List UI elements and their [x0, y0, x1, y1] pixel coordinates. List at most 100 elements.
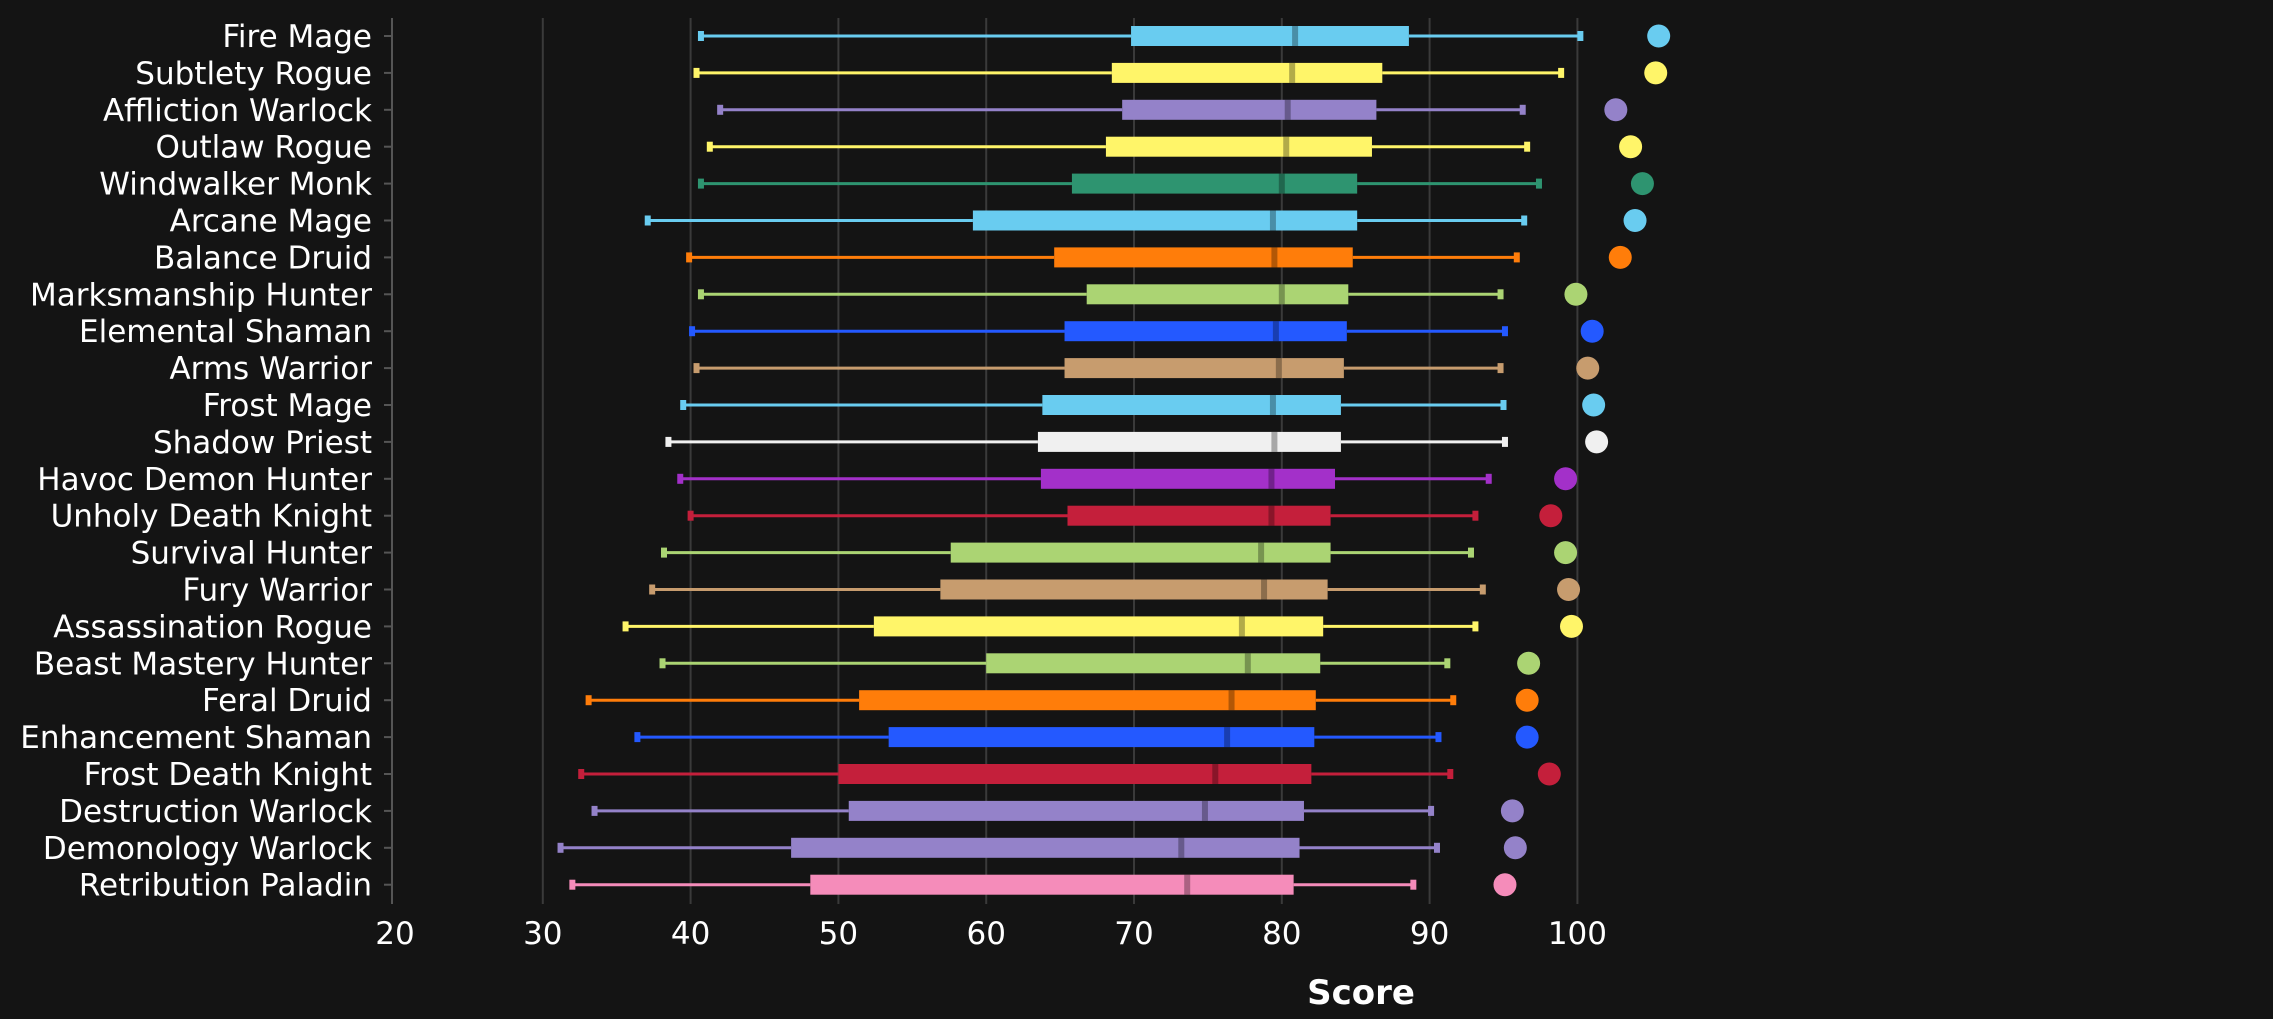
box-row [677, 468, 1492, 489]
whisker-max-cap [1535, 178, 1542, 189]
whisker-max-cap [1467, 547, 1474, 558]
median-marker [1292, 26, 1299, 46]
median-marker [1278, 284, 1285, 305]
median-marker [1271, 247, 1278, 268]
category-label: Marksmanship Hunter [30, 277, 372, 313]
whisker-max-cap [1428, 805, 1435, 816]
box-row [687, 505, 1479, 526]
median-marker [1284, 99, 1291, 120]
whisker-min-cap [717, 104, 724, 115]
whisker-max-cap [1447, 769, 1454, 779]
median-marker [1275, 358, 1282, 379]
top-score-dot [1557, 578, 1581, 601]
whisker-min-cap [677, 473, 684, 484]
iqr-box [1064, 321, 1347, 342]
top-score-dot [1554, 467, 1578, 491]
category-label: Windwalker Monk [99, 167, 372, 203]
whisker-min-cap [591, 805, 598, 816]
whisker-max-cap [1500, 400, 1507, 410]
whisker-max-cap [1435, 732, 1442, 743]
median-marker [1178, 837, 1185, 858]
top-score-dot [1619, 135, 1643, 159]
box-row [697, 26, 1584, 46]
category-label: Demonology Warlock [43, 831, 372, 867]
x-tick-label: 60 [966, 916, 1005, 952]
y-axis-ticks [384, 35, 392, 886]
median-marker [1268, 468, 1275, 489]
median-marker [1258, 542, 1265, 563]
x-tick-label: 30 [523, 916, 562, 952]
iqr-box [888, 727, 1315, 748]
box-row [693, 358, 1504, 379]
median-marker [1283, 136, 1290, 157]
x-tick-label: 70 [1114, 916, 1153, 952]
box-row [591, 800, 1435, 821]
category-label: Frost Death Knight [84, 757, 372, 793]
box-row [693, 62, 1565, 83]
median-marker [1238, 616, 1245, 637]
box-row [659, 653, 1451, 674]
x-axis-title: Score [1307, 973, 1415, 1013]
iqr-box [940, 579, 1328, 600]
category-label: Elemental Shaman [79, 314, 372, 350]
iqr-box [1054, 247, 1353, 268]
whisker-max-cap [1472, 510, 1479, 521]
box-row [706, 136, 1531, 157]
top-score-dot [1585, 430, 1609, 454]
top-score-dot [1537, 762, 1561, 786]
median-marker [1272, 321, 1279, 342]
whisker-min-cap [697, 289, 704, 300]
whisker-min-cap [634, 732, 641, 743]
category-label: Subtlety Rogue [135, 56, 372, 92]
category-label: Fury Warrior [182, 573, 372, 609]
whisker-min-cap [693, 363, 700, 374]
iqr-box [1064, 358, 1344, 379]
top-score-dot [1623, 209, 1647, 232]
median-marker [1244, 653, 1251, 674]
iqr-box [1067, 505, 1331, 526]
iqr-box [859, 690, 1316, 711]
whisker-max-cap [1444, 658, 1451, 669]
whisker-min-cap [578, 769, 585, 779]
box-row [665, 431, 1508, 452]
iqr-box [838, 764, 1312, 784]
median-marker [1184, 874, 1191, 895]
top-score-dot [1515, 688, 1539, 712]
box-row [686, 247, 1520, 268]
category-label: Havoc Demon Hunter [37, 462, 372, 498]
whisker-min-cap [686, 252, 693, 263]
whisker-min-cap [697, 178, 704, 189]
iqr-box [1042, 395, 1341, 415]
top-score-dot [1564, 282, 1588, 306]
whisker-min-cap [622, 621, 629, 632]
box-row [578, 764, 1454, 784]
iqr-box [950, 542, 1331, 563]
x-tick-label: 100 [1548, 916, 1607, 952]
x-tick-labels: 20 30 40 50 60 70 80 90 100 [375, 916, 1607, 952]
category-label: Fire Mage [222, 19, 372, 55]
box-row [585, 690, 1457, 711]
whisker-min-cap [644, 215, 651, 226]
median-marker [1269, 395, 1276, 415]
top-score-dot [1630, 172, 1654, 196]
top-score-dot [1500, 799, 1524, 823]
box-row [569, 874, 1417, 895]
whisker-min-cap [660, 547, 667, 558]
top-score-dot [1608, 245, 1632, 269]
whisker-max-cap [1519, 104, 1526, 115]
iqr-box [1131, 26, 1409, 46]
category-label: Enhancement Shaman [20, 720, 372, 756]
category-label: Arcane Mage [170, 204, 372, 240]
category-label: Destruction Warlock [59, 794, 372, 830]
top-score-dot [1582, 393, 1606, 417]
box-row [697, 173, 1542, 194]
category-label: Frost Mage [203, 388, 372, 424]
median-marker [1228, 690, 1235, 711]
whisker-max-cap [1501, 326, 1508, 337]
category-label: Outlaw Rogue [155, 130, 372, 166]
whisker-min-cap [706, 141, 713, 152]
whisker-max-cap [1513, 252, 1520, 263]
box-series [557, 26, 1584, 895]
